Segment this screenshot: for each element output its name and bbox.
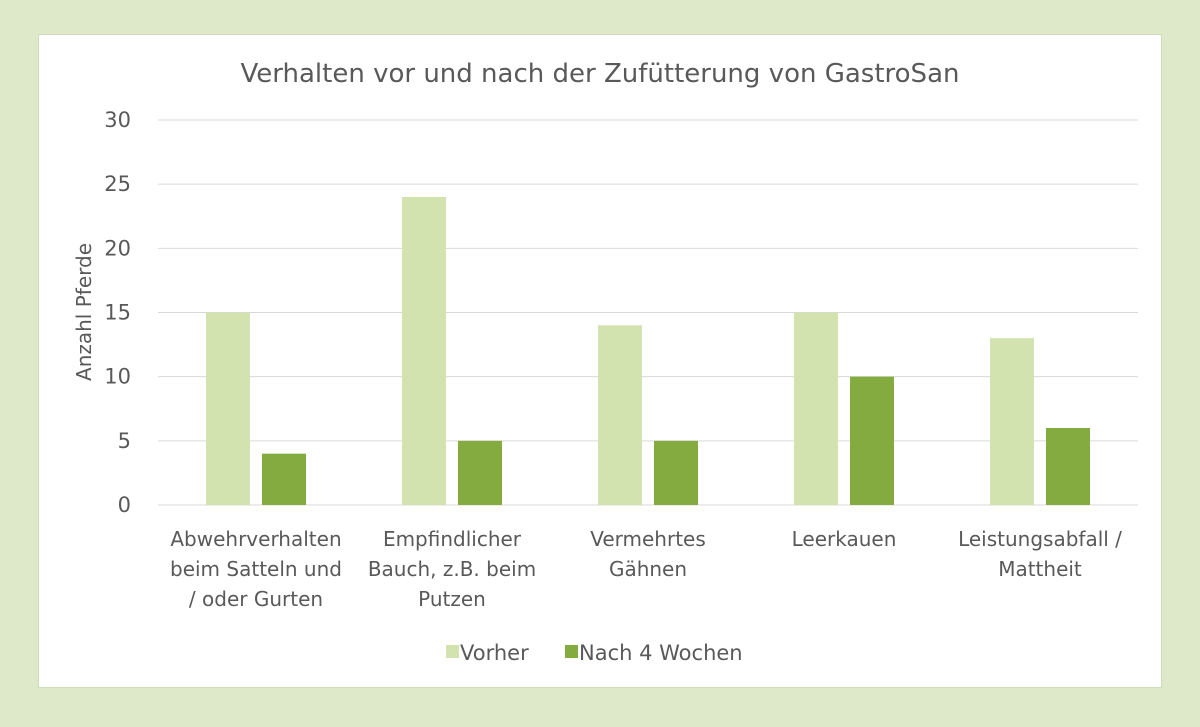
bar-vorher [794,312,838,505]
category-label: Leerkauen [792,527,897,551]
legend: Vorher Nach 4 Wochen [446,641,743,665]
y-axis-label: Anzahl Pferde [72,243,96,381]
bar-nach-4-wochen [654,440,698,505]
y-tick-label: 20 [104,236,131,260]
category-label: Abwehrverhalten [170,527,341,551]
bar-nach-4-wochen [458,440,502,505]
chart-title: Verhalten vor und nach der Zufütterung v… [241,59,960,89]
legend-label: Nach 4 Wochen [579,641,743,665]
category-label: Empfindlicher [383,527,522,551]
category-label: beim Satteln und [170,557,342,581]
bars [206,197,1090,505]
bar-nach-4-wochen [1046,428,1090,505]
bar-vorher [990,338,1034,505]
bar-nach-4-wochen [262,453,306,505]
legend-label: Vorher [460,641,529,665]
category-label: Vermehrtes [590,527,706,551]
y-tick-label: 10 [104,365,131,389]
category-label: Mattheit [998,557,1082,581]
category-label: Leistungsabfall / [958,527,1122,551]
legend-swatch [565,645,578,658]
category-label: Bauch, z.B. beim [368,557,536,581]
bar-vorher [402,197,446,505]
legend-swatch [446,645,459,658]
y-tick-label: 0 [118,493,131,517]
y-tick-label: 25 [104,172,131,196]
category-labels: Abwehrverhalten beim Satteln und / oder Gu… [170,527,1122,611]
y-tick-label: 5 [118,429,131,453]
category-label: / oder Gurten [189,587,323,611]
y-tick-label: 30 [104,108,131,132]
bar-vorher [598,325,642,505]
y-tick-labels: 0 5 10 15 20 25 30 [104,108,131,517]
gridlines [158,119,1138,506]
category-label: Gähnen [609,557,687,581]
bar-nach-4-wochen [850,376,894,505]
y-tick-label: 15 [104,301,131,325]
category-label: Putzen [418,587,486,611]
bar-vorher [206,312,250,505]
